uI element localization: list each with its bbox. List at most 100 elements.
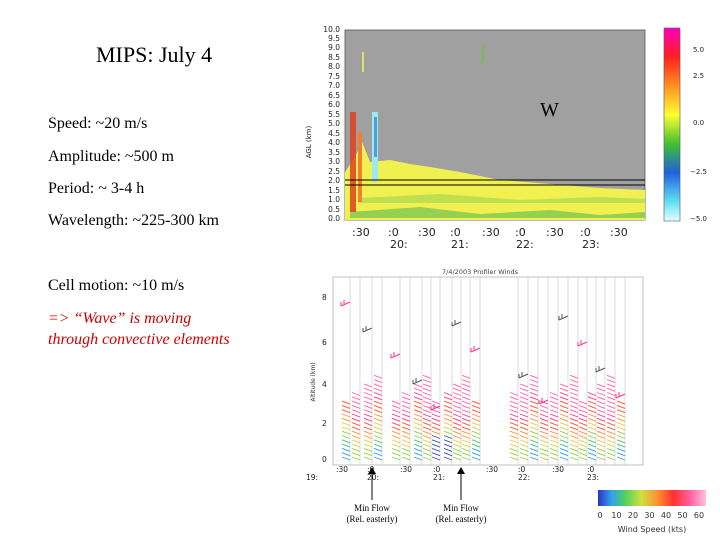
wind-barb <box>351 404 361 409</box>
ytick: 4 <box>322 380 327 389</box>
annotation-line2: (Rel. easterly) <box>346 514 398 524</box>
wind-barb <box>422 430 432 435</box>
upper-wind-barb <box>577 340 588 347</box>
wind-barb <box>431 452 441 457</box>
slide-title: MIPS: July 4 <box>96 42 213 67</box>
ytick: 0 <box>322 455 327 464</box>
wind-barb <box>461 387 471 392</box>
wind-barb <box>422 404 432 409</box>
wind-barb <box>422 396 432 401</box>
upper-wind-barb <box>538 398 549 405</box>
xtick: :30 <box>610 226 628 239</box>
wind-barb <box>351 400 361 405</box>
wind-barb <box>587 430 597 435</box>
wind-barb <box>351 392 361 396</box>
wind-barb <box>616 426 626 431</box>
wind-barb <box>539 452 549 457</box>
wind-barb <box>452 447 462 452</box>
wind-barb <box>341 447 351 452</box>
wind-barb <box>606 392 616 396</box>
wind-barb <box>443 413 453 418</box>
ytick: 9.5 <box>328 34 340 43</box>
wind-barb <box>596 439 606 444</box>
wind-barb <box>578 439 588 444</box>
xtick: :0 <box>518 465 526 474</box>
wind-barb <box>519 447 529 452</box>
amplitude-stat: Amplitude: ~500 m <box>48 148 174 165</box>
wind-barb <box>391 426 401 431</box>
wind-barb <box>422 422 432 427</box>
wind-barb <box>519 400 529 405</box>
wind-barb <box>529 452 539 457</box>
annotation-line1: Min Flow <box>443 503 479 513</box>
conclusion-line-2: through convective elements <box>48 331 230 348</box>
wind-barb <box>351 426 361 431</box>
wind-barb <box>529 417 539 422</box>
xtick: :0 <box>388 226 399 239</box>
wind-barb <box>606 426 616 431</box>
wind-barb <box>401 452 411 457</box>
wind-barb <box>452 387 462 392</box>
upper-echo-2 <box>482 46 484 62</box>
ytick: 7.5 <box>328 72 340 81</box>
wind-barb <box>422 392 432 396</box>
wind-barb <box>606 374 616 379</box>
annotation-arrowhead-1 <box>368 467 376 474</box>
wind-barb <box>443 435 453 439</box>
wind-barb <box>452 422 462 427</box>
wind-barb <box>569 374 579 379</box>
wind-barb <box>401 426 411 431</box>
xtick: :30 <box>552 465 565 474</box>
wind-barb <box>363 400 373 405</box>
wind-barb <box>539 426 549 431</box>
xtick-hour: 19: <box>306 473 319 482</box>
wind-barb <box>606 452 616 457</box>
wind-barb <box>413 422 423 427</box>
wind-barb <box>569 426 579 431</box>
wind-barb <box>519 404 529 409</box>
wind-barb <box>341 456 351 461</box>
wind-barb <box>519 439 529 444</box>
xtick: :0 <box>433 465 441 474</box>
wind-barb <box>529 422 539 427</box>
wind-barb <box>413 392 423 396</box>
ytick: 10.0 <box>323 25 340 34</box>
wind-barb <box>616 452 626 457</box>
wind-barb <box>391 435 401 439</box>
wind-barb <box>529 392 539 396</box>
wind-barb <box>559 409 569 414</box>
top-plot-svg: AGL (km) W <box>305 27 681 222</box>
wind-barb <box>559 439 569 444</box>
wind-speed-tick: 10 <box>611 511 621 520</box>
wind-barb <box>529 374 539 379</box>
wind-barb <box>443 396 453 401</box>
wind-barb <box>606 379 616 384</box>
wind-barb <box>461 379 471 384</box>
wind-barb <box>351 396 361 401</box>
wind-barb <box>471 430 481 435</box>
green-streak-2 <box>360 194 645 203</box>
wind-barb <box>596 400 606 405</box>
wind-barb <box>616 422 626 427</box>
wind-barb <box>471 435 481 439</box>
wind-barb <box>606 439 616 444</box>
upper-wind-barb <box>595 366 606 373</box>
wind-speed-tick: 60 <box>694 511 704 520</box>
wind-barb <box>596 447 606 452</box>
wind-barb <box>351 452 361 457</box>
wind-barb <box>569 456 579 461</box>
wind-barb <box>578 452 588 457</box>
wind-barb <box>559 387 569 392</box>
wind-barb <box>351 439 361 444</box>
xtick: :30 <box>546 226 564 239</box>
wind-barb <box>616 439 626 444</box>
wind-barb <box>471 413 481 418</box>
wind-barb <box>529 426 539 431</box>
xtick: :0 <box>367 465 375 474</box>
wind-barb <box>578 456 588 461</box>
wind-barb <box>529 383 539 388</box>
wind-barb <box>587 417 597 422</box>
wind-barb <box>461 383 471 388</box>
wind-barb <box>422 435 432 439</box>
wind-barb <box>616 443 626 448</box>
